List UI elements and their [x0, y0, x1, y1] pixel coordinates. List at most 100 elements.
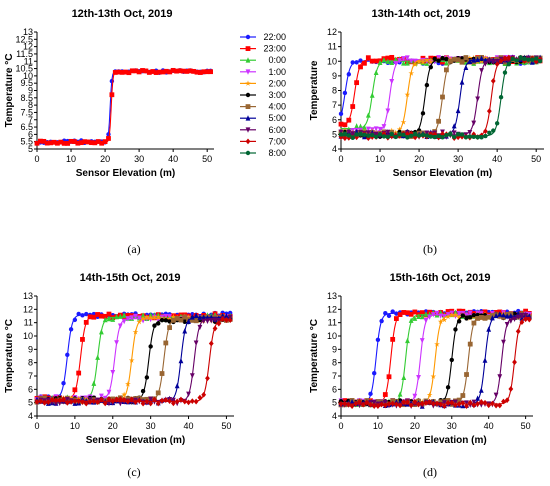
y-tick-label: 4 — [332, 144, 337, 154]
data-point — [386, 400, 392, 407]
data-point — [389, 54, 395, 60]
data-point — [346, 133, 352, 138]
fit-line — [37, 315, 231, 400]
data-point — [150, 69, 156, 74]
fit-line — [37, 316, 231, 400]
data-point — [459, 133, 465, 140]
data-point — [383, 310, 388, 316]
data-point — [102, 139, 108, 145]
data-point — [385, 134, 391, 139]
data-point — [408, 317, 414, 323]
data-point — [185, 314, 192, 320]
data-point — [368, 391, 373, 397]
data-point — [428, 64, 433, 70]
data-point — [342, 400, 348, 407]
data-point — [416, 133, 422, 138]
data-point — [404, 55, 410, 61]
panel-caption: (c) — [127, 465, 140, 479]
y-tick-label: 5 — [28, 144, 33, 154]
y-tick-label: 5 — [332, 129, 337, 139]
data-point — [140, 315, 146, 321]
data-point — [419, 338, 425, 344]
data-point — [372, 371, 377, 376]
data-point — [463, 64, 469, 70]
data-point — [354, 60, 359, 65]
data-point — [397, 312, 403, 318]
data-point — [34, 398, 40, 405]
x-tick-label: 50 — [531, 154, 541, 164]
data-point — [189, 314, 195, 320]
panel-caption: (a) — [127, 242, 140, 256]
data-point — [205, 318, 210, 324]
data-point — [117, 313, 123, 319]
y-tick-label: 6 — [332, 115, 337, 125]
y-tick-label: 10.5 — [15, 64, 33, 74]
legend-marker — [245, 92, 251, 98]
x-tick-label: 40 — [484, 421, 494, 431]
data-point — [170, 313, 177, 320]
data-point — [512, 311, 517, 316]
data-point — [487, 130, 492, 136]
data-point — [51, 139, 57, 145]
series-2200 — [34, 68, 213, 146]
y-tick-label: 12 — [23, 304, 33, 314]
data-point — [140, 312, 146, 318]
y-tick-label: 9 — [332, 71, 337, 81]
data-point — [125, 398, 131, 405]
data-point — [522, 58, 527, 65]
data-point — [401, 374, 407, 381]
data-point — [136, 397, 142, 404]
data-point — [482, 399, 488, 406]
data-point — [459, 79, 465, 85]
data-point — [434, 341, 440, 347]
chart-title: 13th-14th oct, 2019 — [371, 8, 470, 20]
x-axis-label: Sensor Elevation (m) — [76, 168, 175, 179]
data-point — [424, 57, 430, 63]
data-point — [419, 400, 425, 407]
data-point — [61, 140, 67, 146]
data-point — [49, 396, 55, 403]
data-point — [170, 317, 176, 323]
data-point — [119, 69, 125, 75]
data-point — [390, 336, 396, 342]
series-600 — [34, 314, 233, 407]
series-2300 — [34, 311, 233, 403]
data-point — [375, 403, 381, 410]
data-point — [350, 60, 355, 65]
data-point — [523, 316, 529, 323]
chart-title: 14th-15th Oct, 2019 — [80, 272, 181, 284]
data-point — [338, 134, 344, 140]
data-point — [201, 69, 207, 75]
data-point — [394, 311, 399, 316]
x-axis-label: Sensor Elevation (m) — [86, 435, 185, 446]
y-tick-label: 13 — [23, 291, 33, 301]
data-point — [114, 340, 119, 346]
data-point — [346, 117, 352, 123]
data-point — [436, 133, 441, 139]
data-point — [85, 139, 91, 145]
legend-item: 2:00 — [240, 78, 286, 88]
data-point — [152, 323, 157, 328]
data-point — [159, 371, 165, 376]
data-point — [479, 135, 484, 140]
data-point — [451, 130, 457, 136]
data-point — [99, 140, 105, 146]
fit-line — [37, 318, 231, 401]
data-point — [456, 397, 462, 403]
data-point — [365, 130, 371, 136]
data-point — [132, 329, 139, 335]
data-point — [366, 133, 371, 138]
data-point — [373, 69, 379, 76]
data-point — [205, 375, 210, 382]
data-point — [401, 398, 407, 405]
data-point — [197, 394, 203, 401]
data-point — [167, 398, 172, 404]
y-tick-label: 7 — [332, 371, 337, 381]
data-point — [89, 140, 94, 146]
y-tick-label: 6 — [332, 384, 337, 394]
data-point — [373, 134, 379, 140]
data-point — [153, 70, 159, 75]
data-point — [375, 337, 381, 342]
data-point — [160, 69, 166, 75]
